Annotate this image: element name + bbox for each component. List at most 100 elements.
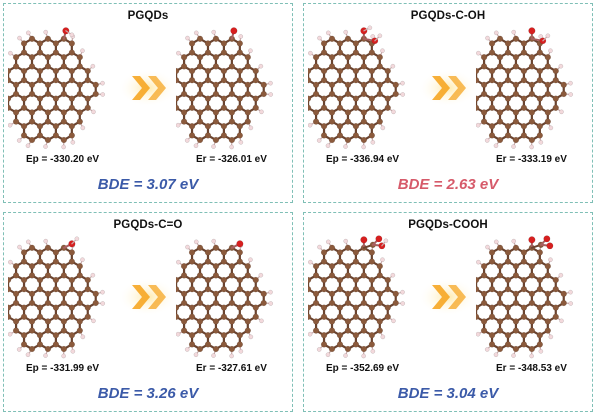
carbon-atom (204, 313, 212, 320)
carbon-atom (504, 286, 512, 293)
carbon-atom (360, 318, 367, 325)
carbon-atom (244, 81, 251, 88)
panel-pgqds-cooh: PGQDs-COOH Ep = -352.69 eV Er = -348.53 … (303, 212, 593, 412)
carbon-atom (480, 81, 488, 88)
carbon-atom (196, 90, 204, 98)
carbon-atom (28, 244, 36, 251)
carbon-atom (12, 63, 20, 70)
hydrogen-atom (343, 29, 349, 35)
carbon-atom (36, 67, 44, 75)
carbon-atom (368, 95, 375, 102)
carbon-atom (60, 118, 67, 125)
carbon-atom (236, 95, 243, 102)
carbon-atom (528, 90, 535, 98)
carbon-atom (68, 249, 75, 256)
carbon-atom (512, 35, 520, 42)
carbon-atom (320, 104, 328, 111)
hydrogen-atom (258, 63, 264, 69)
carbon-atom (328, 327, 336, 334)
carbon-atom (328, 35, 336, 42)
carbon-atom (228, 299, 235, 307)
panel-title: PGQDs-C=O (113, 219, 183, 231)
carbon-atom (544, 81, 551, 88)
hydrogen-atom (380, 257, 385, 263)
carbon-atom (8, 313, 12, 320)
carbon-atom (536, 332, 543, 339)
carbon-atom (544, 327, 551, 334)
carbon-atom (188, 49, 196, 56)
carbon-atom (212, 272, 220, 279)
carbon-atom (488, 249, 496, 256)
carbon-atom (204, 132, 212, 139)
carbon-atom (212, 244, 220, 251)
hydrogen-atom (548, 257, 553, 263)
carbon-atom (376, 263, 383, 270)
carbon-atom (480, 318, 488, 325)
carbon-atom (528, 263, 535, 270)
carbon-atom (544, 299, 551, 307)
hydrogen-atom (184, 347, 190, 352)
carbon-atom (212, 63, 220, 70)
carbon-atom (176, 276, 180, 284)
carbon-atom (176, 77, 180, 84)
hydrogen-atom (43, 144, 48, 149)
carbon-atom (376, 118, 383, 125)
carbon-atom (336, 286, 344, 293)
carbon-atom (36, 104, 44, 111)
carbon-atom (336, 341, 344, 348)
carbon-atom (544, 54, 551, 61)
carbon-atom (176, 286, 180, 293)
carbon-atom (228, 136, 235, 144)
carbon-atom (188, 104, 196, 111)
carbon-atom (60, 136, 67, 144)
oxygen-atom (528, 236, 536, 244)
carbon-atom (344, 263, 352, 270)
carbon-atom (204, 95, 212, 102)
carbon-atom (552, 304, 559, 311)
carbon-atom (228, 290, 235, 297)
carbon-atom (84, 104, 91, 111)
carbon-atom (352, 95, 360, 102)
carbon-atom (8, 276, 12, 284)
carbon-atom (212, 299, 220, 307)
carbon-atom (480, 63, 488, 70)
hydrogen-atom (568, 301, 574, 306)
hydrogen-atom (485, 35, 490, 41)
hydrogen-atom (391, 318, 396, 324)
carbon-atom (360, 136, 367, 144)
carbon-atom (520, 286, 528, 293)
carbon-atom (360, 327, 367, 334)
carbon-atom (376, 327, 383, 334)
hydrogen-atom (90, 63, 96, 69)
carbon-atom (220, 313, 228, 320)
carbon-atom (512, 118, 520, 125)
carbon-atom (504, 40, 512, 47)
molecule-radical-icon (176, 27, 274, 150)
carbon-atom (512, 272, 520, 279)
carbon-atom (504, 95, 512, 102)
hydrogen-atom (193, 143, 199, 149)
carbon-atom (180, 90, 188, 98)
hydrogen-atom (390, 272, 396, 278)
carbon-atom (352, 77, 360, 84)
carbon-atom (220, 95, 228, 102)
carbon-atom (368, 332, 375, 339)
carbon-atom (352, 341, 360, 348)
carbon-atom (20, 104, 28, 111)
carbon-atom (188, 77, 196, 84)
carbon-atom (44, 63, 52, 70)
carbon-atom (528, 63, 535, 70)
carbon-atom (236, 104, 243, 111)
carbon-atom (20, 40, 28, 47)
carbon-atom (520, 249, 528, 256)
bde-label: BDE = 3.26 eV (97, 385, 199, 402)
carbon-atom (392, 81, 399, 88)
carbon-atom (204, 104, 212, 111)
carbon-atom (352, 249, 360, 256)
carbon-atom (496, 318, 504, 325)
carbon-atom (68, 258, 75, 265)
carbon-atom (68, 67, 75, 75)
carbon-atom (552, 276, 559, 284)
carbon-atom (344, 290, 352, 297)
carbon-atom (528, 318, 535, 325)
